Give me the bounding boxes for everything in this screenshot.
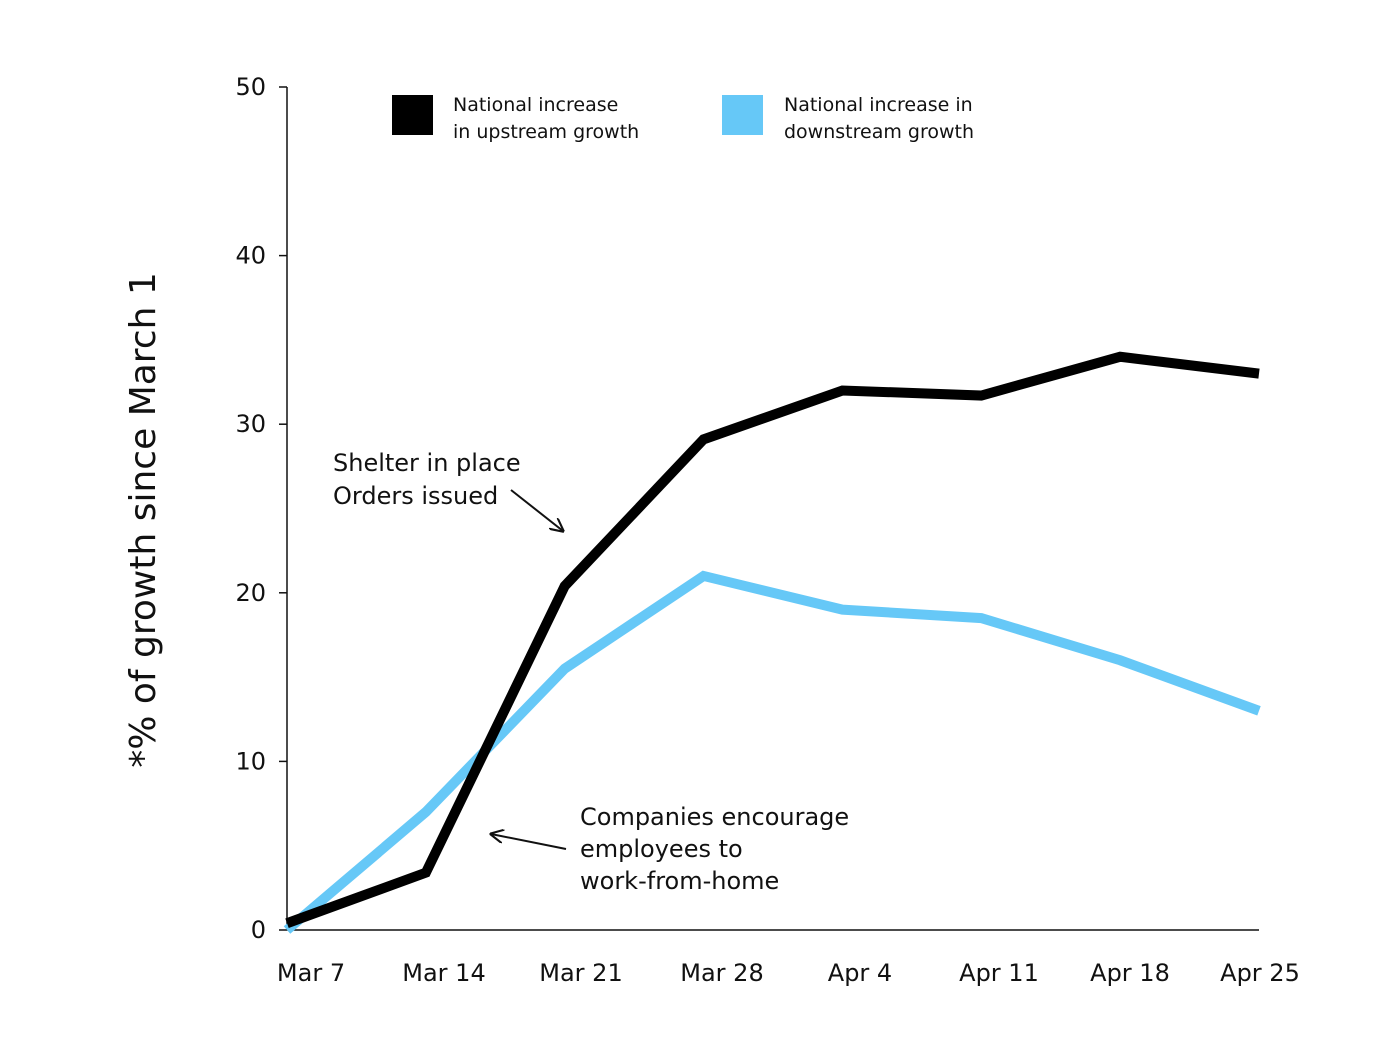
annotation-text-shelter: Shelter in place — [333, 449, 521, 477]
downstream-point — [980, 617, 982, 619]
legend-swatch-downstream — [722, 95, 763, 135]
annotation-text-wfh: Companies encourage — [580, 803, 849, 831]
upstream-point — [564, 585, 566, 587]
legend-label: National increase — [453, 94, 618, 116]
upstream-point — [841, 389, 843, 391]
x-tick-label: Apr 25 — [1220, 959, 1300, 987]
annotation-arrow-shelter — [510, 489, 563, 531]
upstream-point — [703, 438, 705, 440]
legend: National increase in upstream growth Natio… — [392, 94, 974, 143]
y-tick-label: 50 — [235, 73, 266, 101]
upstream-point — [1258, 373, 1260, 375]
x-axis: Mar 7 Mar 14 Mar 21 Mar 28 Apr 4 Apr 11 Apr 18… — [277, 929, 1300, 987]
upstream-point — [425, 872, 427, 874]
x-tick-label: Apr 18 — [1090, 959, 1170, 987]
upstream-point — [980, 395, 982, 397]
downstream-point — [564, 668, 566, 670]
x-tick-label: Mar 28 — [680, 959, 763, 987]
y-tick-label: 20 — [235, 579, 266, 607]
x-tick-label: Apr 4 — [828, 959, 892, 987]
upstream-point — [286, 922, 288, 924]
x-tick-label: Mar 21 — [539, 959, 622, 987]
y-axis: 0 10 20 30 40 50 — [235, 73, 288, 944]
x-tick-label: Apr 11 — [959, 959, 1039, 987]
downstream-point — [1119, 659, 1121, 661]
y-tick-label: 10 — [235, 747, 266, 775]
series-line-upstream — [285, 351, 1260, 928]
downstream-point — [703, 575, 705, 577]
downstream-point — [286, 929, 288, 931]
y-tick-label: 30 — [235, 410, 266, 438]
annotation-arrow-wfh — [491, 834, 567, 850]
annotation-text-wfh: employees to — [580, 835, 743, 863]
x-tick-label: Mar 14 — [402, 959, 485, 987]
annotation-text-shelter: Orders issued — [333, 482, 498, 510]
x-tick-label: Mar 7 — [277, 959, 345, 987]
legend-swatch-upstream — [392, 95, 433, 135]
legend-label: downstream growth — [784, 121, 974, 143]
annotations: Shelter in place Orders issued Companies e… — [333, 449, 849, 895]
upstream-point — [1119, 356, 1121, 358]
y-axis-title: *% of growth since March 1 — [123, 272, 164, 768]
y-tick-label: 0 — [251, 916, 266, 944]
series-lines — [283, 351, 1261, 934]
downstream-point — [841, 609, 843, 611]
downstream-point — [425, 811, 427, 813]
legend-label: in upstream growth — [453, 121, 639, 143]
legend-label: National increase in — [784, 94, 973, 116]
y-tick-label: 40 — [235, 242, 266, 270]
downstream-point — [1258, 710, 1260, 712]
annotation-text-wfh: work-from-home — [580, 867, 779, 895]
series-line-downstream — [283, 570, 1261, 934]
